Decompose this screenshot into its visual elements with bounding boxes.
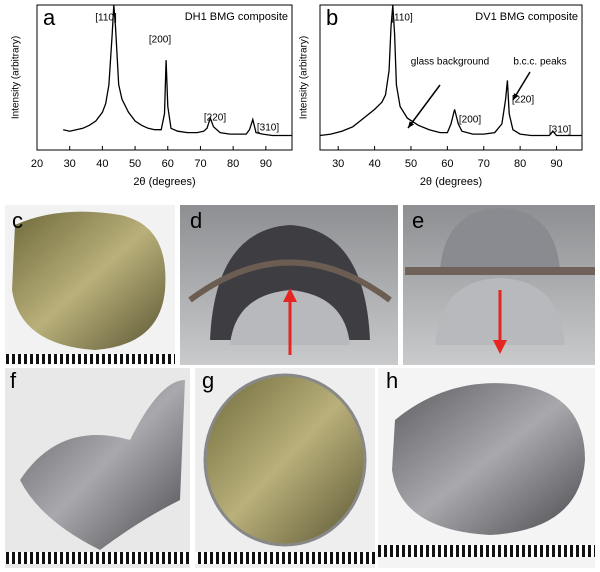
annotation: [200] bbox=[149, 35, 171, 46]
arrow-head bbox=[283, 288, 297, 302]
arrow-head bbox=[513, 93, 519, 100]
scale-bar bbox=[5, 552, 190, 564]
x-tick-label: 70 bbox=[478, 158, 490, 170]
panel-label: d bbox=[190, 208, 202, 233]
x-tick-label: 40 bbox=[96, 158, 108, 170]
plate bbox=[188, 259, 392, 303]
y-axis-label: Intensity (arbitrary) bbox=[11, 36, 22, 119]
annotation: [220] bbox=[204, 113, 226, 124]
annotation: glass background bbox=[411, 57, 489, 68]
scale-bar bbox=[378, 545, 595, 557]
annotation: [110] bbox=[391, 13, 413, 24]
chart-title: DV1 BMG composite bbox=[475, 11, 578, 23]
x-tick-label: 40 bbox=[368, 158, 380, 170]
x-tick-label: 30 bbox=[332, 158, 344, 170]
panel-label: f bbox=[10, 368, 17, 393]
plot-frame bbox=[319, 4, 583, 151]
sphere bbox=[440, 208, 560, 270]
x-tick-label: 60 bbox=[441, 158, 453, 170]
panel-label: e bbox=[412, 208, 424, 233]
x-tick-label: 70 bbox=[194, 158, 206, 170]
arrow bbox=[407, 84, 441, 129]
annotation: [110] bbox=[95, 13, 117, 24]
xrd-pattern bbox=[63, 4, 292, 137]
scale-bar bbox=[195, 552, 375, 564]
arrow-head bbox=[408, 121, 415, 128]
annotation: b.c.c. peaks bbox=[513, 57, 566, 68]
plot-frame bbox=[36, 4, 293, 151]
disc bbox=[392, 383, 585, 535]
photo-panels bbox=[5, 205, 595, 568]
panel-label: c bbox=[12, 208, 23, 233]
bent-disc bbox=[20, 380, 185, 550]
plate bbox=[405, 267, 595, 275]
x-axis-label: 2θ (degrees) bbox=[133, 176, 195, 188]
annotation: [200] bbox=[459, 115, 481, 126]
x-axis-label: 2θ (degrees) bbox=[420, 176, 482, 188]
annotation: [310] bbox=[549, 125, 571, 136]
x-tick-label: 90 bbox=[550, 158, 562, 170]
x-tick-label: 80 bbox=[227, 158, 239, 170]
arrow-head bbox=[493, 340, 507, 354]
x-tick-label: 50 bbox=[129, 158, 141, 170]
x-tick-label: 60 bbox=[162, 158, 174, 170]
cup bbox=[203, 373, 367, 547]
panel-label: a bbox=[43, 5, 56, 30]
panel-label: g bbox=[202, 368, 214, 393]
scale-bar bbox=[5, 354, 175, 364]
panel-label: b bbox=[326, 5, 338, 30]
disc bbox=[12, 211, 166, 350]
panel-label: h bbox=[386, 368, 398, 393]
x-tick-label: 80 bbox=[514, 158, 526, 170]
x-tick-label: 50 bbox=[405, 158, 417, 170]
x-tick-label: 20 bbox=[31, 158, 43, 170]
annotation: [220] bbox=[512, 95, 534, 106]
annotation: [310] bbox=[257, 123, 279, 134]
chart-title: DH1 BMG composite bbox=[185, 11, 288, 23]
x-tick-label: 90 bbox=[260, 158, 272, 170]
xrd-pattern bbox=[319, 4, 582, 137]
x-tick-label: 30 bbox=[64, 158, 76, 170]
y-axis-label: Intensity (arbitrary) bbox=[299, 36, 310, 119]
